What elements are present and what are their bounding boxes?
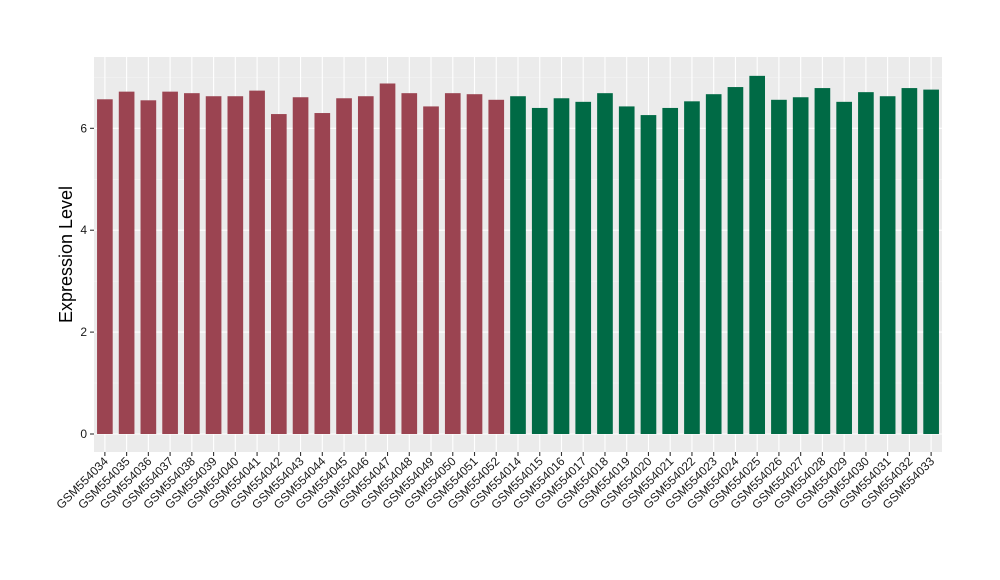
bar-GSM554050 (444, 93, 461, 434)
bar-GSM554029 (836, 101, 852, 435)
bar-GSM554023 (705, 94, 722, 434)
bar-GSM554052 (488, 99, 505, 435)
bar-GSM554038 (184, 93, 200, 434)
bar-GSM554033 (923, 89, 939, 434)
y-tick-label: 6 (80, 121, 87, 135)
bar-GSM554024 (727, 87, 744, 434)
y-tick-label: 0 (80, 427, 87, 441)
bar-GSM554032 (901, 88, 918, 434)
bar-GSM554047 (379, 83, 396, 435)
bar-GSM554040 (227, 96, 244, 434)
y-axis-title: Expression Level (56, 186, 76, 323)
bar-GSM554048 (401, 93, 418, 434)
bar-GSM554034 (97, 99, 113, 435)
bar-GSM554019 (618, 106, 635, 434)
bar-GSM554049 (423, 106, 439, 434)
bar-GSM554018 (597, 93, 613, 434)
bar-GSM554041 (249, 90, 265, 434)
bar-GSM554030 (858, 92, 874, 434)
bar-GSM554046 (357, 96, 374, 434)
bar-GSM554035 (118, 91, 135, 434)
bar-GSM554017 (575, 101, 592, 435)
y-tick-label: 4 (80, 223, 87, 237)
bar-GSM554045 (336, 98, 352, 435)
bar-GSM554037 (162, 91, 178, 434)
y-tick-label: 2 (80, 325, 87, 339)
bars (97, 75, 939, 435)
bar-GSM554051 (466, 94, 483, 434)
bar-GSM554014 (510, 96, 526, 434)
bar-GSM554036 (140, 100, 157, 435)
bar-GSM554031 (879, 96, 896, 434)
y-axis: 0 2 4 6 (80, 121, 94, 441)
bar-GSM554016 (553, 98, 570, 435)
bar-GSM554028 (814, 88, 831, 434)
bar-GSM554025 (749, 75, 766, 434)
bar-GSM554021 (662, 107, 679, 434)
bar-GSM554020 (640, 115, 657, 435)
bar-GSM554044 (314, 113, 331, 435)
bar-GSM554022 (684, 101, 700, 435)
bar-GSM554043 (292, 97, 309, 434)
bar-GSM554027 (792, 97, 809, 434)
bar-GSM554026 (771, 99, 787, 435)
bar-GSM554039 (205, 96, 222, 434)
bar-GSM554042 (270, 114, 287, 435)
x-axis: GSM554034GSM554035GSM554036GSM554037GSM5… (53, 452, 937, 512)
bar-GSM554015 (531, 107, 548, 434)
